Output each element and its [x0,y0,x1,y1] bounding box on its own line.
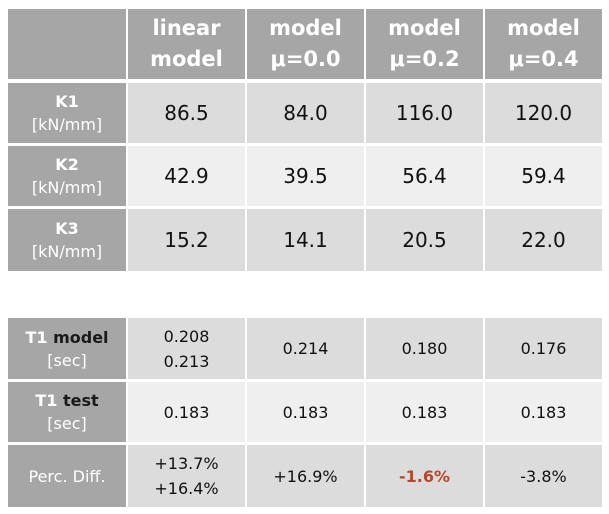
row-label: K2 [55,155,79,174]
table-cell: 15.2 [128,209,245,271]
row-label-emphasis: test [62,391,99,410]
col-header-line1: model [269,16,342,40]
row-unit: [kN/mm] [31,178,103,197]
cell-line: 0.176 [520,339,567,358]
cell-line: 0.208 [163,326,210,346]
row-label: T1 [25,327,54,347]
row-label: T1 [35,391,63,410]
row-header-k1: K1 [kN/mm] [8,83,126,143]
table-cell: 0.214 [247,318,364,379]
cell-line: +16.4% [154,479,219,498]
cell-line: 0.214 [282,339,329,358]
cell-line: -1.6% [398,466,450,486]
cell-line: +13.7% [154,454,219,473]
col-header-model-mu-0-2: model μ=0.2 [366,9,483,79]
row-header-k2: K2 [kN/mm] [8,146,126,206]
col-header-line1: model [507,16,580,40]
header-blank [8,9,126,79]
table-cell: 84.0 [247,83,364,143]
table-cell-highlight: -1.6% [366,445,483,507]
table-cell: 22.0 [485,209,602,271]
col-header-linear-model: linear model [128,9,245,79]
row-label: K3 [55,219,79,238]
row-header-k3: K3 [kN/mm] [8,209,126,271]
table-cell: 0.183 [128,382,245,442]
cell-line: +16.9% [273,466,338,486]
col-header-line2: μ=0.4 [508,47,579,71]
col-header-line1: model [388,16,461,40]
table-cell: -3.8% [485,445,602,507]
table-cell: 0.183 [366,382,483,442]
table-cell: +16.9% [247,445,364,507]
col-header-line1: linear [152,16,221,40]
row-unit: [sec] [47,414,87,433]
table-cell: 86.5 [128,83,245,143]
table-cell: 120.0 [485,83,602,143]
table-cell: 14.1 [247,209,364,271]
row-label: K1 [55,92,79,111]
row-unit: [kN/mm] [31,242,103,261]
cell-line: 0.213 [163,351,210,371]
row-label: Perc. Diff. [28,466,106,486]
row-header-t1-test: T1 test [sec] [8,382,126,442]
row-header-t1-model: T1 model [sec] [8,318,126,379]
table-cell: 0.208 0.213 [128,318,245,379]
table-cell: 0.183 [485,382,602,442]
cell-line: -3.8% [520,466,567,486]
col-header-line2: μ=0.2 [389,47,460,71]
table-cell: 42.9 [128,146,245,206]
table-cell: 0.180 [366,318,483,379]
col-header-line2: μ=0.0 [270,47,341,71]
row-label-emphasis: model [53,327,109,347]
table-cell: 0.176 [485,318,602,379]
table-cell: 0.183 [247,382,364,442]
table-cell: +13.7% +16.4% [128,445,245,507]
row-unit: [kN/mm] [31,115,103,134]
table-cell: 20.5 [366,209,483,271]
col-header-line2: model [150,47,223,71]
row-header-perc-diff: Perc. Diff. [8,445,126,507]
col-header-model-mu-0-0: model μ=0.0 [247,9,364,79]
table-cell: 39.5 [247,146,364,206]
table-cell: 59.4 [485,146,602,206]
col-header-model-mu-0-4: model μ=0.4 [485,9,602,79]
table-cell: 56.4 [366,146,483,206]
cell-line: 0.180 [401,339,448,358]
row-unit: [sec] [47,350,87,370]
table-cell: 116.0 [366,83,483,143]
